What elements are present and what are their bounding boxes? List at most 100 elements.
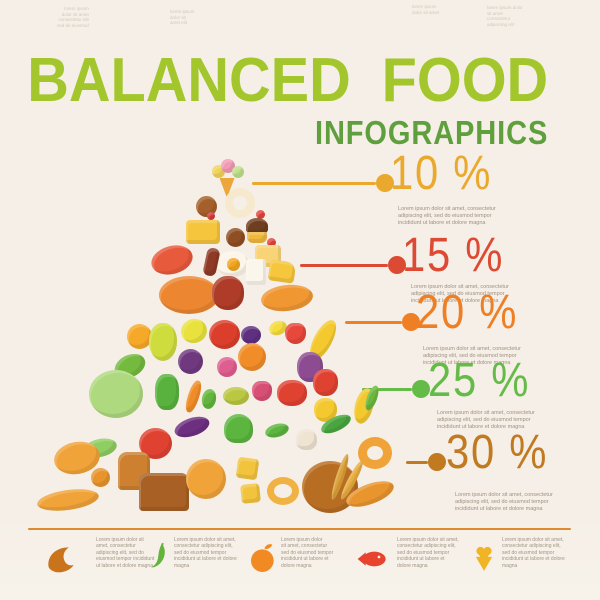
food-raspberry: [217, 357, 237, 377]
legend-caption-line: Lorem ipsum dolor sit amet,: [397, 537, 459, 543]
food-cracker: [235, 456, 259, 480]
legend-caption-line: adipiscing elit, sed do: [96, 549, 144, 556]
caption-line: incididunt ut labore et dolore magna: [398, 220, 486, 226]
top-note: lorem ipsum dolor sit amet consectetur adip…: [487, 5, 523, 27]
top-note-line: lorem ipsum dolor: [487, 5, 523, 10]
legend-icon-wrap: [348, 543, 394, 580]
food-red-pepper: [312, 368, 338, 396]
legend-caption-line: incididunt ut labore et dolore: [502, 556, 565, 563]
food-lemon: [178, 316, 210, 346]
legend-caption-line: sed do eiusmod tempor: [174, 549, 227, 556]
top-note-line: lorem ipsum: [412, 4, 437, 9]
legend-caption: Lorem ipsum dolor sit amet, consectetur ad…: [96, 537, 160, 569]
legend-caption: Lorem ipsum dolor sit amet, consectetur a…: [502, 537, 566, 569]
legend-caption-line: sit amet, consectetur: [281, 543, 328, 550]
ice-cream-icon: [475, 546, 493, 571]
percent-value: 20 %: [416, 286, 519, 339]
legend-icon-wrap: [36, 541, 86, 584]
legend-caption-line: Lorem ipsum dolor: [281, 537, 323, 543]
legend-caption-line: magna: [502, 562, 518, 569]
legend-caption-line: Lorem ipsum dolor sit: [96, 537, 144, 543]
food-cherry-tomatoes: [277, 380, 307, 406]
title-block: BALANCED FOOD INFOGRAPHICS: [0, 50, 548, 151]
croissant-icon: [48, 547, 74, 573]
top-note-line: consectetur elit: [58, 17, 89, 22]
top-note-line: lorem ipsum: [64, 6, 89, 11]
food-apricot: [126, 323, 152, 349]
food-herb: [200, 387, 218, 411]
caption-line: Lorem ipsum dolor sit amet, consectetur: [437, 410, 535, 416]
legend-caption-line: consectetur adipiscing elit,: [174, 543, 233, 550]
leader-dot: [412, 380, 430, 398]
food-olives: [223, 387, 249, 405]
legend-caption-line: dolore magna: [281, 562, 312, 569]
caption-line: incididunt ut labore et dolore magna: [411, 298, 499, 304]
food-bread-loaf: [139, 473, 189, 511]
page-subtitle: INFOGRAPHICS: [314, 114, 548, 151]
legend-icon-wrap: [145, 533, 175, 584]
food-cake-slice: [186, 220, 220, 244]
top-note-line: sed do eiusmod: [57, 22, 89, 28]
caption-line: adipiscing elit, sed do eiusmod tempor: [455, 499, 549, 505]
percent-value: 30 %: [446, 426, 549, 479]
food-cake-strawberry: [266, 237, 276, 247]
chili-pepper-icon: [151, 542, 165, 568]
caption-line: Lorem ipsum dolor sit amet, consectetur: [455, 492, 553, 498]
food-milk-carton: [246, 259, 266, 285]
food-ice-cream-scoop-green: [232, 166, 244, 178]
caption-line: Lorem ipsum dolor sit amet, consectetur: [423, 346, 521, 352]
caption-line: incididunt ut labore et dolore magna: [455, 506, 543, 512]
food-mushroom: [295, 428, 317, 450]
top-note: lorem ipsum dolor sit amet: [412, 4, 439, 15]
percent-value: 15 %: [402, 229, 505, 282]
food-orange: [238, 343, 266, 371]
food-salmon-steak: [148, 241, 196, 279]
top-note-line: dolor sit amet: [61, 11, 89, 17]
food-carrot: [182, 378, 204, 414]
food-strawberry: [284, 322, 306, 344]
food-apple: [208, 319, 240, 349]
leader-line: [345, 321, 402, 324]
caption-line: adipiscing elit, sed do eiusmod tempor: [398, 213, 492, 219]
legend-caption: Lorem ipsum dolor sit amet, consectetur a…: [397, 537, 461, 569]
legend-caption-line: Lorem ipsum dolor sit amet,: [502, 537, 564, 543]
food-ham: [212, 276, 244, 310]
caption-line: incididunt ut labore et dolore magna: [423, 360, 511, 366]
caption-line: adipiscing elit, sed do eiusmod tempor: [423, 353, 517, 359]
legend-icon-wrap: [470, 534, 498, 587]
legend-divider: [28, 528, 571, 530]
legend-caption-line: sed do eiusmod tempor: [397, 549, 450, 556]
caption-line: Lorem ipsum dolor sit amet, consectetur: [411, 284, 509, 290]
top-note: lorem ipsum dolor sit amet consectetur eli…: [57, 6, 89, 28]
top-note-line: sit amet: [487, 10, 503, 16]
orange-icon: [251, 544, 274, 572]
food-baguette: [35, 485, 101, 515]
food-cheese: [267, 258, 297, 284]
caption-line: adipiscing elit, sed do eiusmod tempor: [437, 417, 531, 423]
food-roast-chicken: [159, 276, 219, 314]
legend-caption-line: consectetur adipiscing elit,: [397, 543, 456, 550]
legend-caption: Lorem ipsum dolor sit amet, consectetur se…: [281, 537, 345, 569]
legend-caption-line: dolore magna: [397, 562, 428, 569]
legend-caption-line: incididunt ut labore et: [281, 556, 329, 563]
leader-line: [252, 182, 376, 185]
leader-dot: [428, 453, 446, 471]
food-cookie: [195, 195, 217, 217]
legend-caption-line: amet, consectetur: [96, 543, 136, 550]
legend-caption-line: Lorem ipsum dolor sit amet,: [174, 537, 236, 543]
leader-dot: [388, 256, 406, 274]
food-bagel: [358, 437, 392, 469]
percent-caption: Lorem ipsum dolor sit amet, consectetur a…: [411, 284, 523, 305]
percent-caption: Lorem ipsum dolor sit amet, consectetur a…: [423, 346, 535, 367]
fish-icon: [357, 551, 386, 567]
food-cherry: [207, 212, 215, 220]
food-peas: [263, 420, 291, 440]
food-ice-cream-scoop-pink: [221, 159, 235, 173]
caption-line: adipiscing elit, sed do eiusmod tempor: [411, 291, 505, 297]
top-note-line: lorem ipsum: [170, 9, 195, 14]
leader-line: [406, 461, 428, 464]
legend-caption-line: eiusmod tempor incididunt: [96, 556, 155, 563]
legend-caption: Lorem ipsum dolor sit amet, consectetur a…: [174, 537, 238, 569]
top-note: lorem ipsum dolor sit amet elit: [170, 9, 195, 26]
